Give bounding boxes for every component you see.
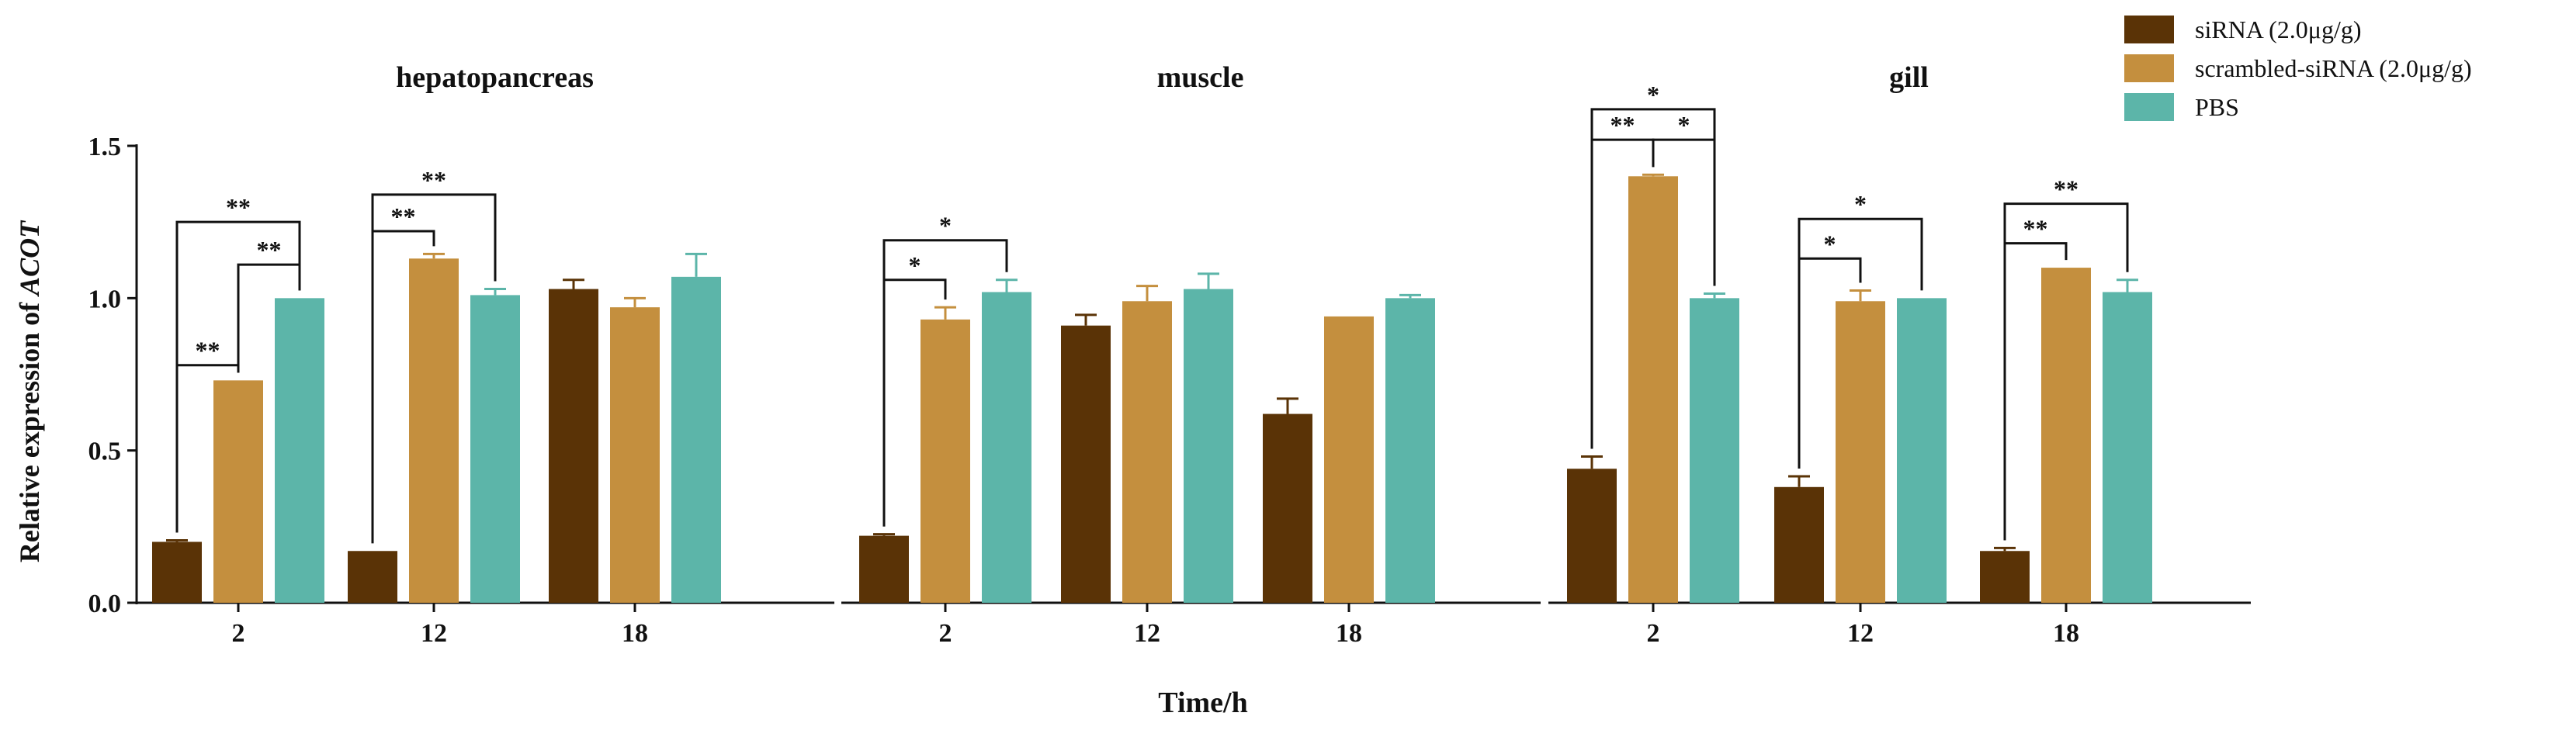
bar	[1122, 301, 1172, 603]
significance-bracket	[882, 239, 1008, 527]
legend-swatch	[2124, 54, 2174, 82]
x-tick-label: 2	[232, 619, 245, 648]
significance-bracket	[1590, 108, 1716, 449]
bar	[409, 258, 459, 603]
bar	[549, 289, 598, 603]
bar	[275, 298, 324, 603]
bar	[1897, 298, 1947, 603]
significance-label: *	[1854, 190, 1867, 218]
significance-bracket	[2003, 202, 2129, 541]
panel-title: hepatopancreas	[396, 61, 594, 94]
bar	[470, 295, 520, 603]
y-axis-label-prefix: Relative expression of	[14, 296, 45, 562]
bar	[1628, 176, 1678, 603]
bar	[1324, 316, 1374, 603]
bar	[920, 319, 970, 603]
bar	[1184, 289, 1233, 603]
bar	[610, 307, 660, 603]
x-tick-label: 2	[1647, 619, 1660, 648]
significance-label: *	[1678, 111, 1690, 139]
y-axis-label: Relative expression of ACOT	[14, 220, 45, 562]
y-tick-label: 1.0	[88, 285, 122, 313]
legend: siRNA (2.0μg/g) scrambled-siRNA (2.0μg/g)…	[2124, 16, 2472, 121]
x-tick-label: 12	[421, 619, 447, 648]
bar	[152, 541, 202, 603]
significance-label: **	[1610, 111, 1635, 139]
significance-label: **	[226, 193, 251, 221]
y-tick-label: 1.5	[88, 133, 122, 161]
significance-bracket	[371, 193, 497, 544]
bar	[1263, 413, 1312, 603]
x-tick-label: 12	[1847, 619, 1874, 648]
bar	[213, 380, 263, 603]
bar	[1836, 301, 1885, 603]
significance-label: *	[1647, 81, 1659, 109]
x-tick-label: 18	[1336, 619, 1362, 648]
significance-label: **	[391, 202, 416, 230]
significance-label: **	[421, 166, 446, 194]
legend-label: scrambled-siRNA (2.0μg/g)	[2195, 54, 2472, 82]
significance-label: **	[2054, 175, 2078, 203]
significance-label: **	[196, 337, 220, 365]
panel-title: gill	[1889, 61, 1929, 94]
significance-label: *	[1824, 230, 1836, 258]
significance-bracket	[1798, 217, 1923, 469]
x-tick-label: 18	[622, 619, 648, 648]
significance-label: *	[909, 251, 921, 279]
bar	[859, 535, 909, 603]
bar	[2041, 268, 2091, 603]
panel-title: muscle	[1157, 61, 1244, 94]
legend-swatch	[2124, 16, 2174, 43]
legend-swatch	[2124, 93, 2174, 121]
significance-label: **	[257, 236, 282, 264]
legend-label: siRNA (2.0μg/g)	[2195, 16, 2362, 43]
bar	[1061, 325, 1111, 603]
bar	[2103, 292, 2152, 603]
bar	[1385, 298, 1435, 603]
x-tick-label: 2	[939, 619, 952, 648]
y-tick-label: 0.0	[88, 590, 122, 618]
x-axis-label: Time/h	[1158, 687, 1247, 719]
bar	[1567, 469, 1617, 603]
bar	[1980, 551, 2030, 603]
legend-label: PBS	[2195, 93, 2239, 121]
x-tick-label: 12	[1134, 619, 1160, 648]
bar	[982, 292, 1031, 603]
panel-muscle: muscle 2 12 18 * *	[859, 61, 1435, 648]
y-axis-label-gene: ACOT	[14, 220, 45, 297]
bar	[671, 276, 721, 603]
significance-label: *	[939, 212, 952, 240]
bar	[348, 551, 397, 603]
significance-label: **	[2023, 215, 2048, 243]
significance-bracket	[175, 220, 301, 533]
bar	[1690, 298, 1739, 603]
bar	[1774, 486, 1824, 603]
x-tick-label: 18	[2053, 619, 2079, 648]
y-tick-label: 0.5	[88, 438, 122, 466]
